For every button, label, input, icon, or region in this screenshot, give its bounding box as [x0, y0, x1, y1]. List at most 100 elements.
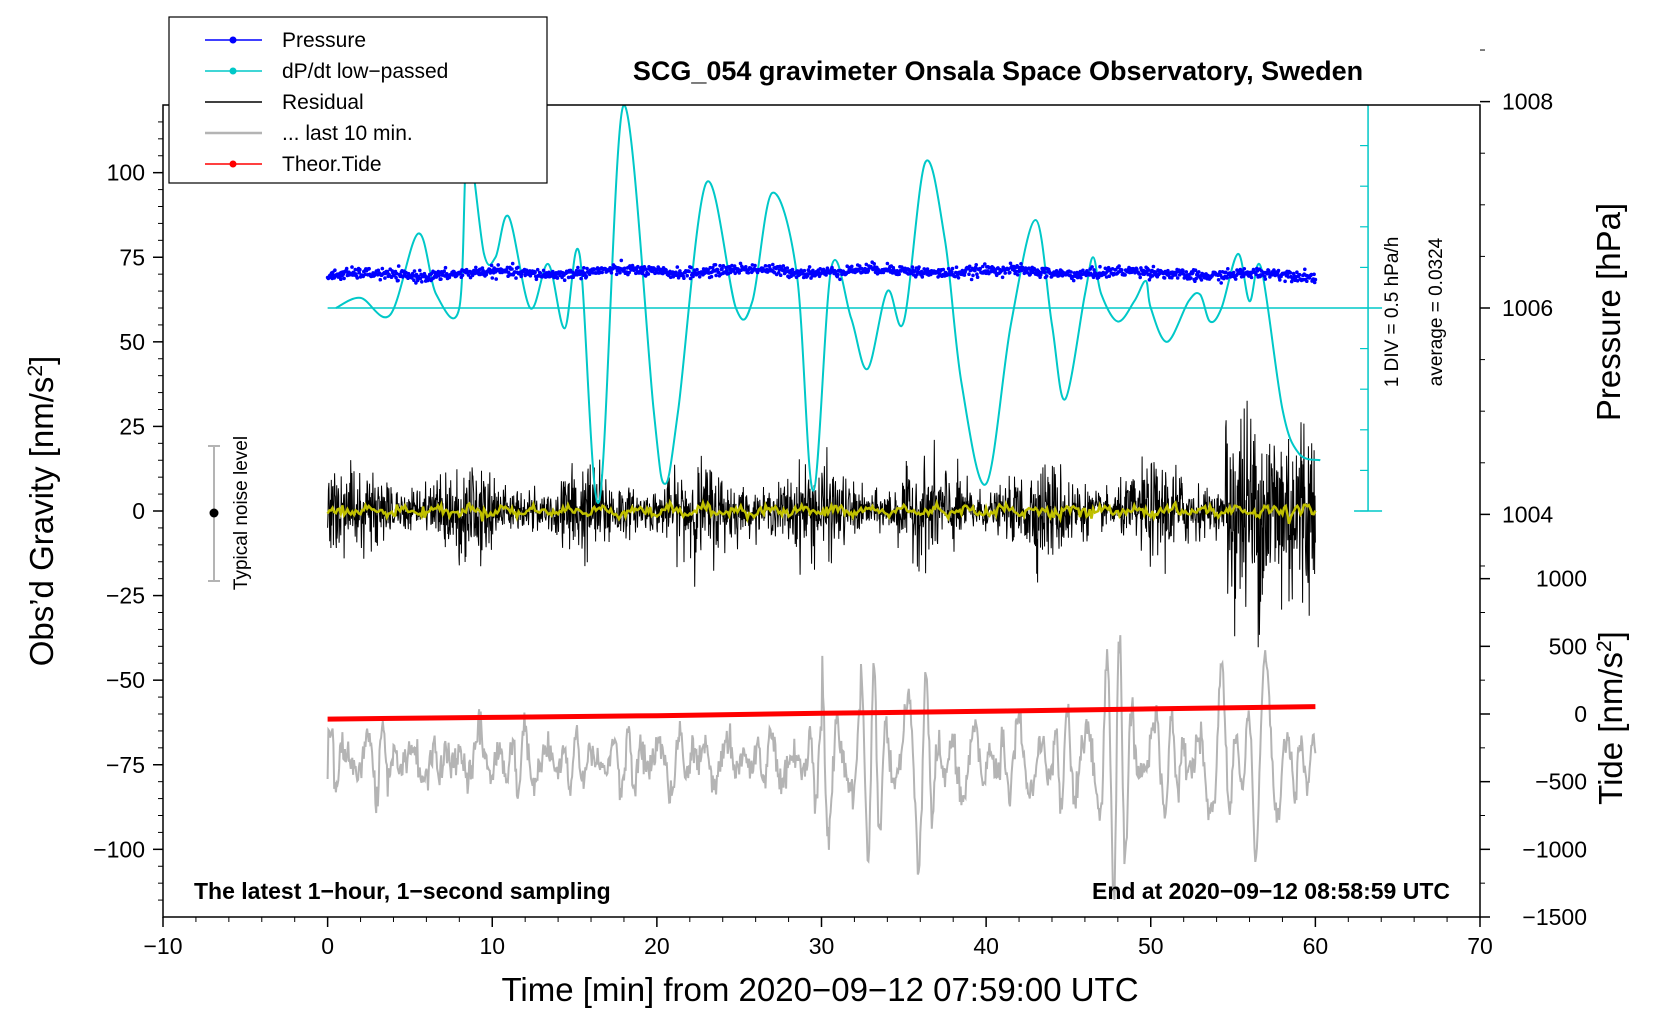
- pressure-point: [385, 269, 390, 274]
- pressure-point: [1305, 279, 1309, 284]
- pressure-point: [339, 277, 343, 282]
- pressure-point: [695, 267, 699, 272]
- pressure-point: [1272, 268, 1276, 272]
- pressure-point: [763, 264, 768, 268]
- pressure-point: [802, 268, 807, 273]
- pressure-point: [872, 262, 876, 266]
- pressure-point: [781, 264, 786, 268]
- pressure-point: [967, 272, 971, 277]
- pressure-point: [715, 267, 720, 272]
- pressure-point: [437, 274, 441, 278]
- legend-swatch-marker: [229, 67, 237, 75]
- pressure-point: [1181, 268, 1185, 273]
- pressure-point: [1295, 270, 1299, 275]
- pressure-point: [412, 269, 417, 273]
- noise-label: Typical noise level: [231, 436, 252, 590]
- pressure-point: [442, 269, 447, 274]
- pressure-point: [394, 275, 398, 280]
- pressure-point: [505, 265, 510, 270]
- pressure-point: [1288, 271, 1293, 275]
- tide-tick-label: −1500: [1522, 904, 1587, 930]
- tide-axis-title: Tide [nm/s2]: [1592, 631, 1629, 805]
- pressure-tick-label: 1008: [1502, 89, 1553, 115]
- pressure-point: [697, 275, 702, 279]
- pressure-point: [1242, 267, 1247, 271]
- pressure-point: [1197, 270, 1201, 274]
- pressure-point: [689, 265, 693, 270]
- pressure-point: [1249, 275, 1254, 280]
- pressure-point: [1096, 275, 1101, 280]
- pressure-point: [941, 267, 946, 272]
- pressure-point: [737, 271, 741, 275]
- pressure-point: [582, 266, 586, 270]
- pressure-point: [333, 268, 337, 273]
- pressure-point: [1081, 268, 1085, 273]
- y-axis-left-title-text: Obs’d Gravity [nm/s: [23, 377, 60, 667]
- legend-label: ... last 10 min.: [282, 122, 413, 145]
- pressure-point: [460, 273, 465, 278]
- pressure-point: [516, 265, 520, 270]
- pressure-point: [1098, 264, 1102, 269]
- pressure-point: [724, 268, 729, 273]
- pressure-point: [1224, 270, 1228, 275]
- pressure-point: [1008, 261, 1013, 266]
- y-left-tick-label: 50: [119, 329, 145, 355]
- pressure-point: [1151, 264, 1156, 269]
- pressure-point: [897, 272, 901, 277]
- pressure-point: [1216, 278, 1221, 282]
- pressure-point: [1226, 267, 1230, 271]
- x-tick-label: 40: [973, 933, 999, 959]
- pressure-tick-label: 1006: [1502, 295, 1553, 321]
- pressure-point: [711, 265, 715, 270]
- pressure-point: [1133, 270, 1137, 275]
- pressure-point: [975, 275, 980, 280]
- pressure-point: [555, 276, 560, 280]
- pressure-point: [1103, 266, 1108, 271]
- pressure-point: [1044, 274, 1049, 278]
- pressure-point: [646, 272, 651, 276]
- pressure-point: [1191, 270, 1195, 275]
- pressure-point: [414, 281, 418, 285]
- pressure-point: [576, 265, 580, 270]
- pressure-point: [718, 263, 722, 268]
- pressure-point: [420, 280, 424, 284]
- pressure-point: [350, 265, 354, 269]
- pressure-point: [687, 269, 691, 274]
- pressure-point: [494, 277, 499, 281]
- pressure-point: [910, 265, 915, 269]
- pressure-point: [579, 276, 583, 281]
- noise-level-indicator: Typical noise level: [208, 436, 252, 590]
- legend-label: dP/dt low−passed: [282, 60, 448, 83]
- pressure-point: [1137, 272, 1142, 276]
- pressure-point: [1199, 278, 1204, 282]
- pressure-point: [630, 263, 635, 268]
- x-tick-label: −10: [143, 933, 182, 959]
- pressure-point: [720, 266, 724, 271]
- pressure-point: [1166, 268, 1170, 273]
- pressure-point: [1218, 270, 1222, 274]
- pressure-point: [592, 267, 597, 272]
- pressure-point: [866, 268, 871, 273]
- pressure-point: [785, 266, 790, 270]
- pressure-point: [636, 264, 640, 269]
- pressure-point: [489, 263, 494, 268]
- pressure-point: [778, 273, 783, 278]
- pressure-point: [585, 266, 589, 271]
- pressure-point: [1008, 270, 1012, 275]
- pressure-point: [594, 271, 599, 275]
- pressure-point: [1042, 270, 1047, 275]
- pressure-point: [1312, 280, 1317, 285]
- pressure-point: [1033, 268, 1037, 272]
- x-tick-label: 60: [1303, 933, 1329, 959]
- pressure-point: [688, 276, 693, 281]
- pressure-point: [344, 266, 349, 271]
- pressure-point: [950, 270, 954, 274]
- pressure-point: [767, 264, 772, 268]
- pressure-point: [985, 269, 990, 273]
- pressure-point: [396, 264, 401, 268]
- pressure-point: [355, 276, 360, 280]
- tide-tick-label: −1000: [1522, 836, 1587, 862]
- pressure-point: [1138, 275, 1142, 280]
- y-left-tick-label: −50: [106, 667, 145, 693]
